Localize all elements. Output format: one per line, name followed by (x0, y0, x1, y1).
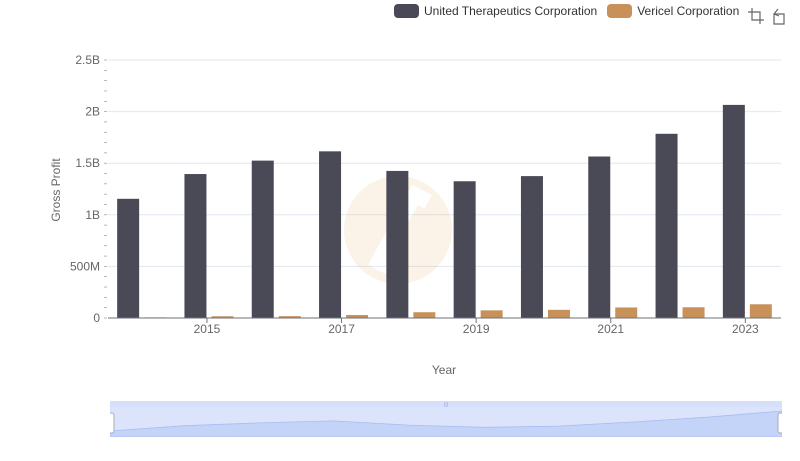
bar-united-therapeutics-2021[interactable] (588, 156, 611, 318)
bar-united-therapeutics-2022[interactable] (655, 133, 678, 318)
bar-united-therapeutics-2016[interactable] (251, 160, 274, 318)
legend-swatch (607, 4, 633, 18)
bar-vericel-2022[interactable] (682, 307, 705, 318)
bar-vericel-2015[interactable] (211, 316, 234, 318)
bars (117, 104, 772, 319)
y-axis: 0 500M 1B 1.5B 2B 2.5B (70, 53, 100, 325)
bar-united-therapeutics-2023[interactable] (722, 104, 745, 318)
bar-united-therapeutics-2015[interactable] (184, 174, 207, 318)
x-tick-label: 2017 (328, 322, 355, 336)
data-zoom-slider[interactable]: ||| (110, 401, 782, 437)
legend: United Therapeutics Corporation Vericel … (394, 4, 749, 18)
bar-vericel-2016[interactable] (278, 316, 301, 318)
x-tick-label: 2021 (597, 322, 624, 336)
zoom-handle-right[interactable] (777, 412, 782, 434)
legend-label: Vericel Corporation (637, 4, 740, 18)
y-tick-label: 1.5B (75, 156, 100, 170)
y-tick-label: 0 (93, 311, 100, 325)
bar-vericel-2023[interactable] (749, 304, 772, 318)
bar-vericel-2021[interactable] (615, 307, 638, 318)
bar-united-therapeutics-2019[interactable] (453, 181, 476, 318)
bar-vericel-2018[interactable] (413, 312, 436, 318)
y-tick-label: 2B (85, 105, 100, 119)
y-tick-label: 1B (85, 208, 100, 222)
bar-vericel-2020[interactable] (547, 309, 570, 318)
y-tick-label: 500M (70, 259, 100, 273)
zoom-handle-left[interactable] (110, 412, 115, 434)
x-axis-title: Year (432, 363, 456, 377)
legend-item-vericel[interactable]: Vericel Corporation (607, 4, 739, 18)
zoom-select-icon[interactable] (746, 6, 766, 26)
x-tick-label: 2023 (732, 322, 759, 336)
grid-lines (108, 59, 781, 319)
bar-united-therapeutics-2017[interactable] (319, 151, 342, 318)
toolbox (746, 6, 794, 26)
zoom-reset-icon[interactable] (770, 6, 790, 26)
y-tick-label: 2.5B (75, 53, 100, 67)
bar-united-therapeutics-2018[interactable] (386, 170, 409, 318)
x-axis: 2015 2017 2019 2021 2023 (108, 317, 781, 336)
svg-text:|||: ||| (444, 402, 448, 408)
y-axis-title: Gross Profit (49, 158, 63, 222)
legend-item-united-therapeutics[interactable]: United Therapeutics Corporation (394, 4, 597, 18)
bar-united-therapeutics-2020[interactable] (520, 176, 543, 318)
bar-vericel-2017[interactable] (346, 315, 369, 318)
x-tick-label: 2015 (194, 322, 221, 336)
legend-swatch (394, 4, 419, 18)
minor-ticks (104, 59, 107, 319)
bar-united-therapeutics-2014[interactable] (117, 198, 140, 318)
x-tick-label: 2019 (463, 322, 490, 336)
legend-label: United Therapeutics Corporation (424, 4, 598, 18)
bar-vericel-2019[interactable] (480, 310, 503, 318)
zoom-data-shadow (110, 410, 782, 437)
